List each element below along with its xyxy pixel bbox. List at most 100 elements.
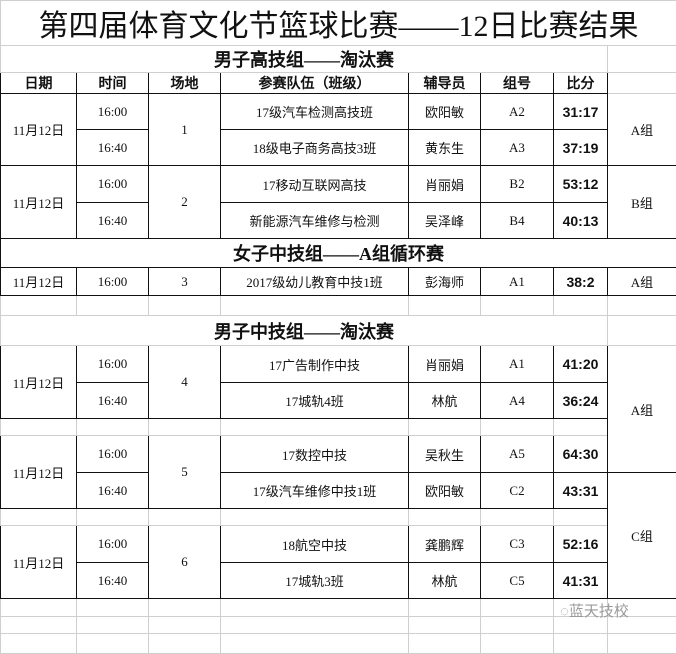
- col-header-time: 时间: [77, 73, 149, 94]
- empty-cell: [221, 634, 409, 654]
- team-cell: 17城轨4班: [221, 383, 409, 419]
- team-cell: 17移动互联网高技: [221, 166, 409, 203]
- empty-cell: [1, 617, 77, 634]
- coach-cell: 吴秋生: [409, 436, 481, 473]
- empty-cell: [1, 419, 77, 436]
- empty-cell: [409, 419, 481, 436]
- empty-cell: [77, 419, 149, 436]
- empty-cell: [149, 599, 221, 617]
- empty-cell: [221, 419, 409, 436]
- coach-cell: 肖丽娟: [409, 166, 481, 203]
- venue-cell: 4: [149, 346, 221, 419]
- group-cell: B组: [608, 166, 676, 239]
- empty-cell: [77, 634, 149, 654]
- venue-cell: 2: [149, 166, 221, 239]
- time-cell: 16:40: [77, 473, 149, 509]
- coach-cell: 林航: [409, 563, 481, 599]
- col-header-coach: 辅导员: [409, 73, 481, 94]
- group-no-cell: A3: [481, 130, 554, 166]
- score-cell: 40:13: [554, 203, 608, 239]
- wechat-icon: ◌: [560, 603, 569, 620]
- score-cell: 64:30: [554, 436, 608, 473]
- empty-cell: [481, 599, 554, 617]
- team-cell: 18级电子商务高技3班: [221, 130, 409, 166]
- empty-cell: [481, 296, 554, 316]
- time-cell: 16:00: [77, 346, 149, 383]
- page-title: 第四届体育文化节篮球比赛——12日比赛结果: [1, 1, 676, 46]
- venue-cell: 5: [149, 436, 221, 509]
- time-cell: 16:00: [77, 166, 149, 203]
- date-cell: 11月12日: [1, 436, 77, 509]
- coach-cell: 欧阳敏: [409, 94, 481, 130]
- group-no-cell: A1: [481, 268, 554, 296]
- team-cell: 17广告制作中技: [221, 346, 409, 383]
- col-header-group-no: 组号: [481, 73, 554, 94]
- group-no-cell: C2: [481, 473, 554, 509]
- team-cell: 18航空中技: [221, 526, 409, 563]
- empty-cell: [409, 617, 481, 634]
- empty-cell: [409, 599, 481, 617]
- score-cell: 36:24: [554, 383, 608, 419]
- empty-cell: [149, 419, 221, 436]
- empty-cell: [608, 296, 676, 316]
- group-no-cell: B2: [481, 166, 554, 203]
- empty-cell: [481, 509, 554, 526]
- empty-cell: [409, 509, 481, 526]
- time-cell: 16:40: [77, 383, 149, 419]
- time-cell: 16:00: [77, 436, 149, 473]
- empty-cell: [77, 296, 149, 316]
- venue-cell: 1: [149, 94, 221, 166]
- venue-cell: 6: [149, 526, 221, 599]
- time-cell: 16:00: [77, 94, 149, 130]
- date-cell: 11月12日: [1, 166, 77, 239]
- score-cell: 53:12: [554, 166, 608, 203]
- date-cell: 11月12日: [1, 526, 77, 599]
- empty-cell: [149, 634, 221, 654]
- group-no-cell: C3: [481, 526, 554, 563]
- score-cell: 38:2: [554, 268, 608, 296]
- score-cell: 41:31: [554, 563, 608, 599]
- empty-cell: [1, 509, 77, 526]
- empty-cell: [149, 617, 221, 634]
- empty-cell: [77, 599, 149, 617]
- date-cell: 11月12日: [1, 94, 77, 166]
- team-cell: 新能源汽车维修与检测: [221, 203, 409, 239]
- coach-cell: 吴泽峰: [409, 203, 481, 239]
- empty-cell: [481, 419, 554, 436]
- empty-cell: [77, 509, 149, 526]
- empty-cell: [1, 296, 77, 316]
- section-title: 男子高技组——淘汰赛: [1, 46, 608, 73]
- empty-cell: [221, 509, 409, 526]
- group-no-cell: C5: [481, 563, 554, 599]
- empty-cell: [1, 599, 77, 617]
- score-cell: 31:17: [554, 94, 608, 130]
- watermark: ◌ 蓝天技校: [560, 600, 629, 621]
- coach-cell: 肖丽娟: [409, 346, 481, 383]
- group-no-cell: A1: [481, 346, 554, 383]
- empty-cell: [608, 634, 676, 654]
- empty-cell: [221, 617, 409, 634]
- time-cell: 16:40: [77, 130, 149, 166]
- venue-cell: 3: [149, 268, 221, 296]
- empty-cell: [481, 617, 554, 634]
- date-cell: 11月12日: [1, 268, 77, 296]
- empty-cell: [221, 296, 409, 316]
- empty-cell: [554, 509, 608, 526]
- score-cell: 43:31: [554, 473, 608, 509]
- col-header-date: 日期: [1, 73, 77, 94]
- time-cell: 16:40: [77, 563, 149, 599]
- group-no-cell: B4: [481, 203, 554, 239]
- team-cell: 17数控中技: [221, 436, 409, 473]
- team-cell: 17城轨3班: [221, 563, 409, 599]
- score-cell: 52:16: [554, 526, 608, 563]
- empty-cell: [554, 296, 608, 316]
- coach-cell: 黄东生: [409, 130, 481, 166]
- empty-cell: [409, 634, 481, 654]
- coach-cell: 彭海师: [409, 268, 481, 296]
